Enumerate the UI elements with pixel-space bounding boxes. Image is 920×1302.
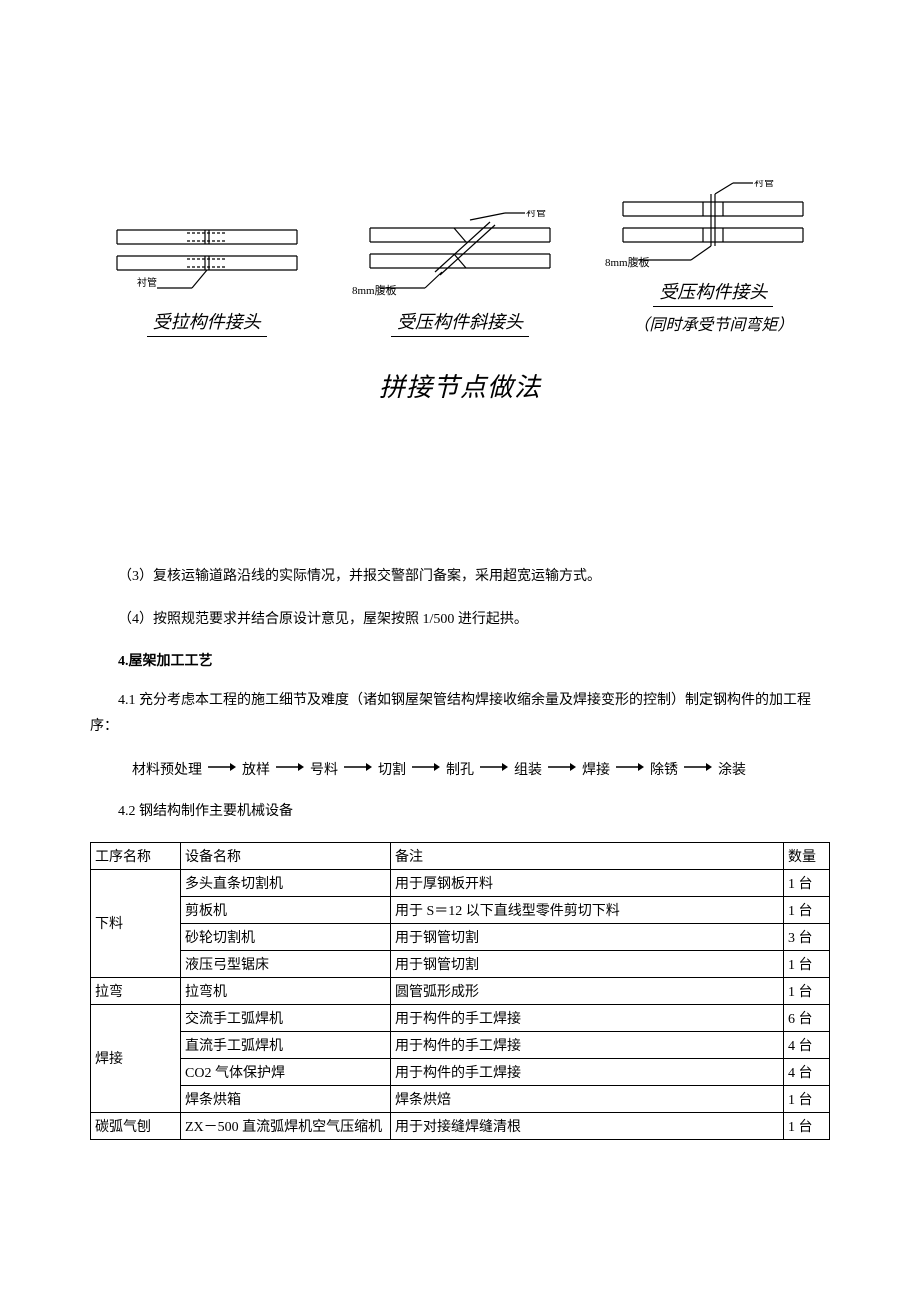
arrow-icon	[272, 761, 308, 777]
para-4: （4）按照规范要求并结合原设计意见，屋架按照 1/500 进行起拱。	[90, 607, 830, 632]
arrow-icon	[204, 761, 240, 777]
cell-qty: 3 台	[784, 923, 830, 950]
cell-equip: 多头直条切割机	[181, 869, 391, 896]
flow-step: 放样	[242, 759, 270, 779]
table-header-row: 工序名称 设备名称 备注 数量	[91, 842, 830, 869]
table-row: 焊条烘箱焊条烘焙1 台	[91, 1085, 830, 1112]
diagrams-main-caption: 拼接节点做法	[90, 367, 830, 404]
flow-step: 组装	[514, 759, 542, 779]
cell-note: 圆管弧形成形	[391, 977, 784, 1004]
flow-step: 除锈	[650, 759, 678, 779]
flow-step: 焊接	[582, 759, 610, 779]
diagram-3-caption: 受压构件接头	[653, 276, 773, 307]
d2-plate-label-text: 8mm腹板	[352, 283, 397, 297]
cell-qty: 1 台	[784, 896, 830, 923]
equipment-tbody: 下料多头直条切割机用于厚钢板开料1 台剪板机用于 S＝12 以下直线型零件剪切下…	[91, 869, 830, 1139]
diagram-3-subcaption: （同时承受节间弯矩）	[627, 309, 799, 337]
table-row: 下料多头直条切割机用于厚钢板开料1 台	[91, 869, 830, 896]
flow-step: 制孔	[446, 759, 474, 779]
cell-qty: 1 台	[784, 977, 830, 1004]
cell-equip: 剪板机	[181, 896, 391, 923]
cell-qty: 6 台	[784, 1004, 830, 1031]
th-equip: 设备名称	[181, 842, 391, 869]
table-row: 碳弧气刨ZX－500 直流弧焊机空气压缩机用于对接缝焊缝清根1 台	[91, 1112, 830, 1139]
arrow-icon	[680, 761, 716, 777]
th-qty: 数量	[784, 842, 830, 869]
page-container: 衬管 受拉构件接头	[0, 0, 920, 1180]
diagram-2-svg-wrap: 衬管 8mm腹板	[350, 210, 570, 300]
cell-proc: 焊接	[91, 1004, 181, 1112]
cell-qty: 1 台	[784, 1112, 830, 1139]
arrow-icon	[544, 761, 580, 777]
heading-4: 4.屋架加工工艺	[90, 650, 830, 670]
table-row: 液压弓型锯床用于钢管切割1 台	[91, 950, 830, 977]
diagram-1-svg: 衬管	[107, 210, 307, 300]
d3-plate-label: 8mm腹板	[605, 255, 650, 269]
diagrams-row: 衬管 受拉构件接头	[90, 180, 830, 337]
arrow-icon	[408, 761, 444, 777]
table-row: CO2 气体保护焊用于构件的手工焊接4 台	[91, 1058, 830, 1085]
cell-proc: 碳弧气刨	[91, 1112, 181, 1139]
cell-qty: 1 台	[784, 950, 830, 977]
cell-note: 用于钢管切割	[391, 950, 784, 977]
cell-equip: 焊条烘箱	[181, 1085, 391, 1112]
cell-note: 用于构件的手工焊接	[391, 1004, 784, 1031]
cell-equip: 液压弓型锯床	[181, 950, 391, 977]
diagram-2: 衬管 8mm腹板 受压构件斜接头	[343, 210, 576, 337]
para-3: （3）复核运输道路沿线的实际情况，并报交警部门备案，采用超宽运输方式。	[90, 564, 830, 589]
cell-equip: 交流手工弧焊机	[181, 1004, 391, 1031]
flow-step: 切割	[378, 759, 406, 779]
process-flow: 材料预处理 放样 号料 切割 制孔 组装 焊接 除锈 涂装	[132, 759, 830, 779]
para-4-2: 4.2 钢结构制作主要机械设备	[90, 799, 830, 824]
cell-note: 用于 S＝12 以下直线型零件剪切下料	[391, 896, 784, 923]
cell-proc: 拉弯	[91, 977, 181, 1004]
th-note: 备注	[391, 842, 784, 869]
cell-note: 用于厚钢板开料	[391, 869, 784, 896]
diagram-1: 衬管 受拉构件接头	[90, 210, 323, 337]
cell-qty: 4 台	[784, 1031, 830, 1058]
table-row: 剪板机用于 S＝12 以下直线型零件剪切下料1 台	[91, 896, 830, 923]
table-row: 焊接交流手工弧焊机用于构件的手工焊接6 台	[91, 1004, 830, 1031]
cell-note: 用于钢管切割	[391, 923, 784, 950]
table-row: 直流手工弧焊机用于构件的手工焊接4 台	[91, 1031, 830, 1058]
body-text: （3）复核运输道路沿线的实际情况，并报交警部门备案，采用超宽运输方式。 （4）按…	[90, 564, 830, 1140]
table-row: 砂轮切割机用于钢管切割3 台	[91, 923, 830, 950]
d3-sleeve-label: 衬管	[754, 180, 774, 189]
d2-sleeve-label: 衬管	[526, 210, 546, 219]
th-proc: 工序名称	[91, 842, 181, 869]
cell-note: 用于构件的手工焊接	[391, 1058, 784, 1085]
cell-note: 焊条烘焙	[391, 1085, 784, 1112]
cell-equip: 直流手工弧焊机	[181, 1031, 391, 1058]
d1-sleeve-label: 衬管	[137, 276, 157, 289]
arrow-icon	[612, 761, 648, 777]
cell-proc: 下料	[91, 869, 181, 977]
diagram-3: 衬管 8mm腹板 受压构件接头 （同时承受节间弯矩）	[597, 180, 830, 337]
cell-equip: ZX－500 直流弧焊机空气压缩机	[181, 1112, 391, 1139]
cell-equip: 拉弯机	[181, 977, 391, 1004]
diagram-3-svg-wrap: 衬管 8mm腹板	[603, 180, 823, 270]
flow-step: 号料	[310, 759, 338, 779]
diagram-2-svg: 衬管 8mm腹板	[350, 210, 570, 300]
cell-qty: 1 台	[784, 869, 830, 896]
diagram-3-svg: 衬管 8mm腹板	[603, 180, 823, 270]
cell-note: 用于对接缝焊缝清根	[391, 1112, 784, 1139]
cell-note: 用于构件的手工焊接	[391, 1031, 784, 1058]
flow-step: 涂装	[718, 759, 746, 779]
para-4-1: 4.1 充分考虑本工程的施工细节及难度（诸如钢屋架管结构焊接收缩余量及焊接变形的…	[90, 688, 830, 738]
arrow-icon	[340, 761, 376, 777]
diagram-2-caption: 受压构件斜接头	[391, 306, 529, 337]
cell-equip: 砂轮切割机	[181, 923, 391, 950]
diagram-1-svg-wrap: 衬管	[107, 210, 307, 300]
table-row: 拉弯拉弯机圆管弧形成形1 台	[91, 977, 830, 1004]
diagram-1-caption: 受拉构件接头	[147, 306, 267, 337]
cell-qty: 4 台	[784, 1058, 830, 1085]
flow-step: 材料预处理	[132, 759, 202, 779]
arrow-icon	[476, 761, 512, 777]
cell-equip: CO2 气体保护焊	[181, 1058, 391, 1085]
cell-qty: 1 台	[784, 1085, 830, 1112]
equipment-table: 工序名称 设备名称 备注 数量 下料多头直条切割机用于厚钢板开料1 台剪板机用于…	[90, 842, 830, 1140]
